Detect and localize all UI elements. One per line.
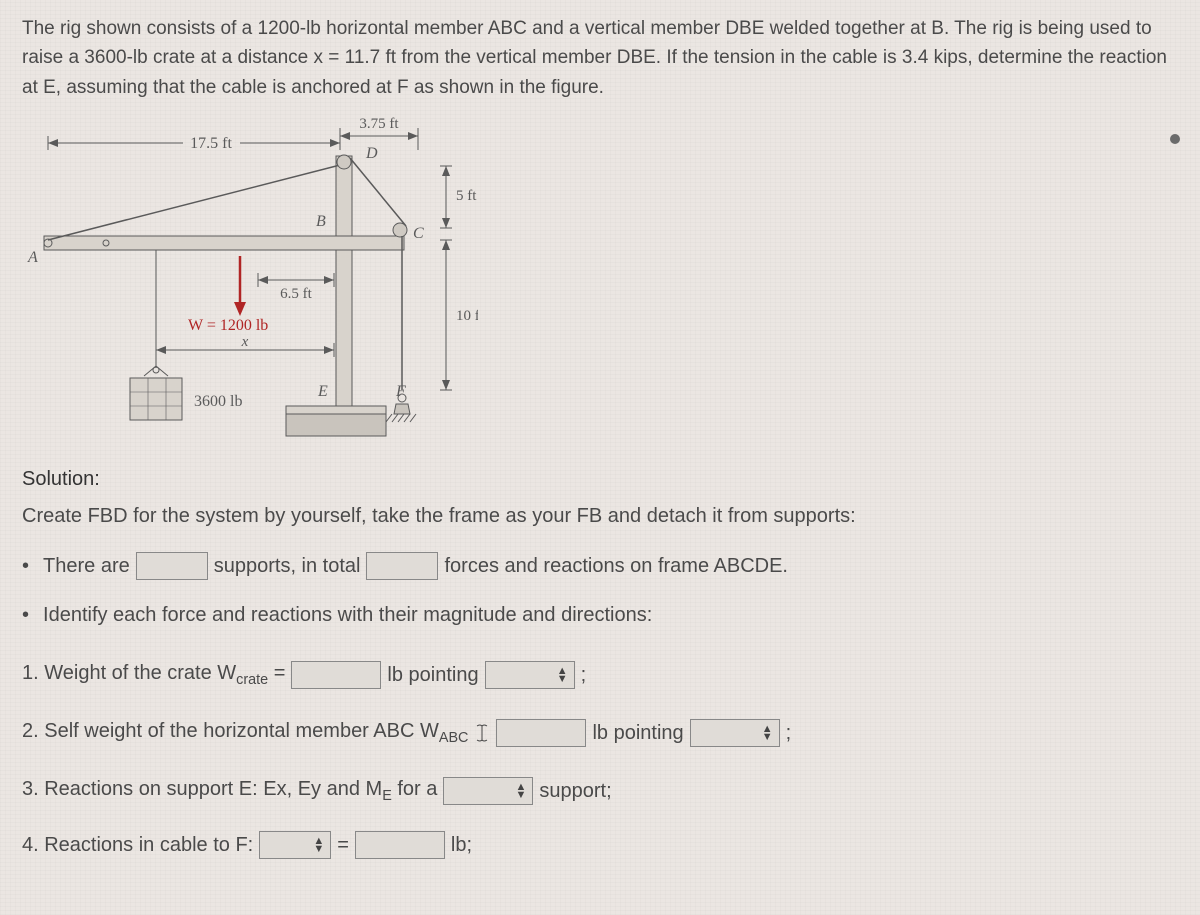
- dim-17-5: 17.5 ft: [190, 135, 232, 152]
- rig-diagram: 17.5 ft 3.75 ft D: [18, 108, 478, 448]
- select-wcrate-dir[interactable]: ▲▼: [485, 661, 575, 689]
- input-cable-force[interactable]: [355, 831, 445, 859]
- label-B: B: [316, 213, 326, 230]
- q3-support: support;: [539, 780, 611, 803]
- dim-10: 10 ft: [456, 308, 478, 324]
- text-there-are: There are: [43, 555, 130, 578]
- q1-label: 1. Weight of the crate W: [22, 662, 236, 684]
- q4-lb: lb;: [451, 834, 472, 857]
- label-A: A: [27, 249, 38, 266]
- dim-6-5: 6.5 ft: [280, 286, 312, 302]
- q2-semi: ;: [786, 722, 792, 745]
- solution-heading: Solution:: [22, 468, 1178, 491]
- input-wabc[interactable]: [496, 719, 586, 747]
- chevron-updown-icon: ▲▼: [557, 667, 568, 683]
- label-F: F: [395, 383, 406, 400]
- label-E: E: [317, 383, 328, 400]
- q2-label: 2. Self weight of the horizontal member …: [22, 720, 439, 742]
- q3-label: 3. Reactions on support E: Ex, Ey and M: [22, 778, 382, 800]
- text-forces-abcde: forces and reactions on frame ABCDE.: [444, 555, 788, 578]
- chevron-updown-icon: ▲▼: [515, 783, 526, 799]
- question-3: 3. Reactions on support E: Ex, Ey and ME…: [22, 777, 1178, 805]
- chevron-updown-icon: ▲▼: [762, 725, 773, 741]
- fbd-instruction: Create FBD for the system by yourself, t…: [22, 505, 1178, 528]
- dim-3-75: 3.75 ft: [359, 116, 399, 132]
- label-C: C: [413, 225, 424, 242]
- select-wabc-dir[interactable]: ▲▼: [690, 719, 780, 747]
- question-2: 2. Self weight of the horizontal member …: [22, 719, 1178, 747]
- q4-label: 4. Reactions in cable to F:: [22, 834, 253, 857]
- chevron-updown-icon: ▲▼: [313, 837, 324, 853]
- q1-eq: =: [268, 662, 285, 684]
- select-support-type[interactable]: ▲▼: [443, 777, 533, 805]
- weight-crate: 3600 lb: [194, 393, 242, 410]
- label-D: D: [365, 145, 378, 162]
- margin-bullet-icon: [1170, 134, 1180, 144]
- question-1: 1. Weight of the crate Wcrate = lb point…: [22, 661, 1178, 689]
- input-forces-count[interactable]: [366, 552, 438, 580]
- q1-sub: crate: [236, 672, 268, 688]
- text-cursor-icon: [476, 724, 488, 742]
- select-cable-reaction[interactable]: ▲▼: [259, 831, 331, 859]
- q4-eq: =: [337, 834, 349, 857]
- bullet-identify: Identify each force and reactions with t…: [22, 604, 1178, 627]
- q1-lb-pointing: lb pointing: [387, 664, 478, 687]
- input-supports-count[interactable]: [136, 552, 208, 580]
- dim-x: x: [241, 334, 249, 350]
- q2-sub: ABC: [439, 730, 469, 746]
- input-wcrate[interactable]: [291, 661, 381, 689]
- bullet-supports-count: There are supports, in total forces and …: [22, 552, 1178, 580]
- q3-fora: for a: [392, 778, 438, 800]
- q2-lb-pointing: lb pointing: [592, 722, 683, 745]
- q3-sub: E: [382, 788, 392, 804]
- question-4: 4. Reactions in cable to F: ▲▼ = lb;: [22, 831, 1178, 859]
- text-supports-total: supports, in total: [214, 555, 361, 578]
- q1-semi: ;: [581, 664, 587, 687]
- dim-5: 5 ft: [456, 188, 477, 204]
- problem-statement: The rig shown consists of a 1200-lb hori…: [22, 14, 1178, 102]
- weight-member: W = 1200 lb: [188, 317, 268, 334]
